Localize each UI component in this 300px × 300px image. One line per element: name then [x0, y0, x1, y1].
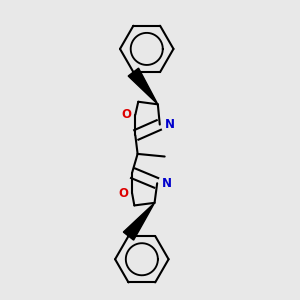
Polygon shape	[123, 203, 154, 240]
Polygon shape	[128, 68, 158, 104]
Text: N: N	[162, 177, 172, 190]
Text: O: O	[121, 108, 131, 121]
Text: O: O	[118, 187, 128, 200]
Text: N: N	[165, 118, 175, 131]
